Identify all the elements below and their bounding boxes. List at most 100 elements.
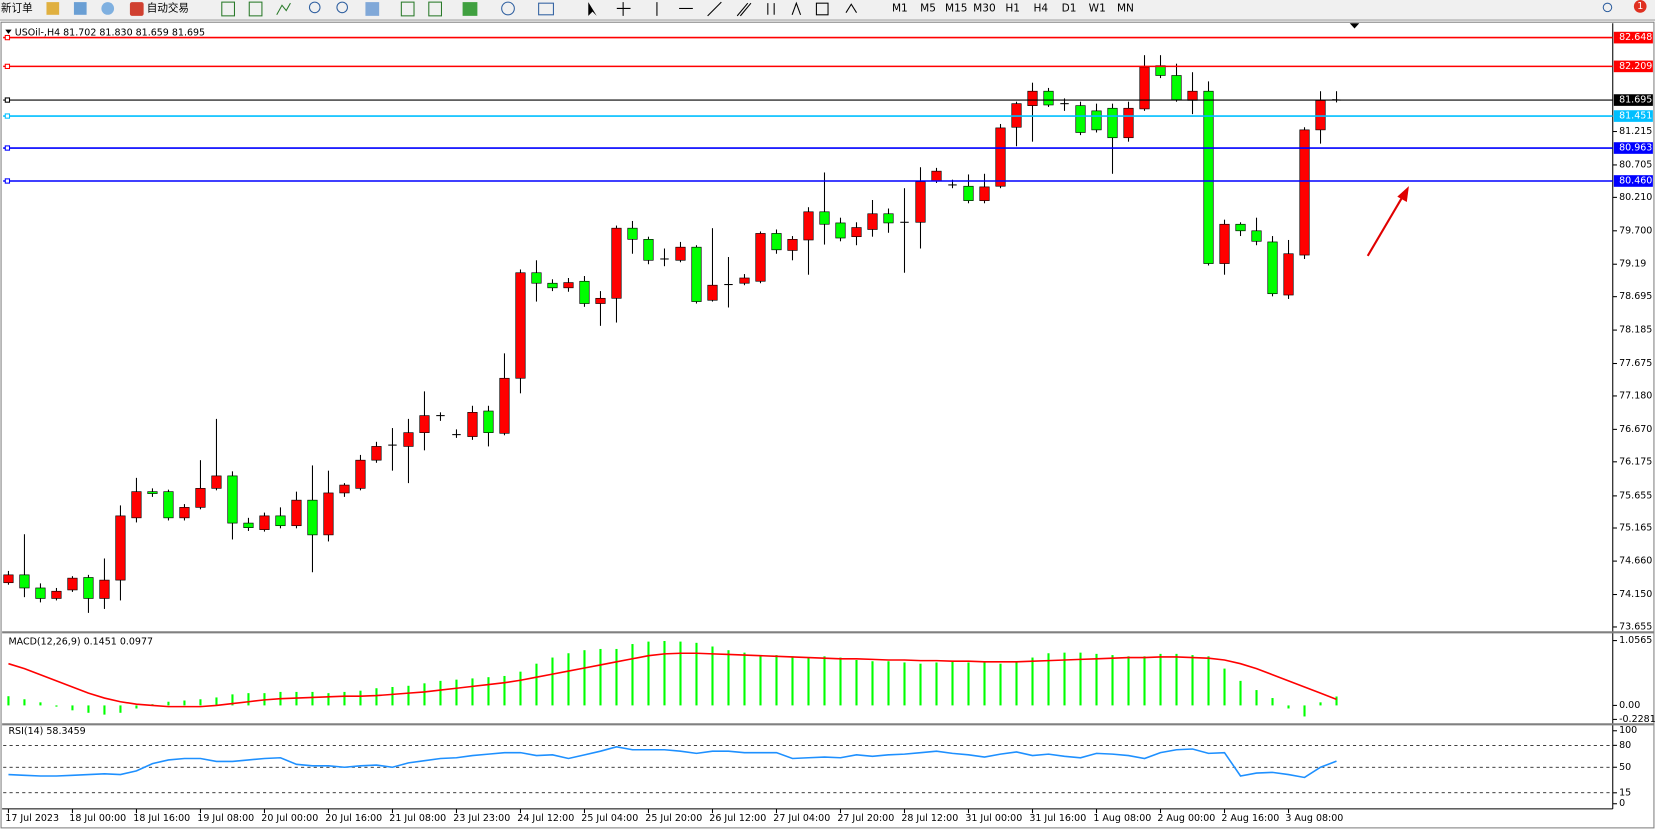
crosshair-icon[interactable] bbox=[616, 2, 631, 16]
level-handle bbox=[4, 145, 11, 151]
candle-body bbox=[851, 227, 862, 238]
bar-chart-icon[interactable] bbox=[221, 1, 235, 17]
candle-body bbox=[419, 415, 430, 433]
candle-body bbox=[67, 577, 78, 591]
x-tick-label: 3 Aug 08:00 bbox=[1285, 813, 1343, 824]
timeframe-button[interactable]: D1 bbox=[1062, 2, 1077, 14]
candle-body bbox=[1107, 107, 1118, 139]
timeframe-button[interactable]: M15 bbox=[945, 2, 968, 14]
candle-body bbox=[1219, 223, 1230, 264]
candle-body bbox=[803, 211, 814, 241]
auto-trading-button[interactable]: 自动交易 bbox=[147, 1, 189, 14]
navigator-icon[interactable] bbox=[73, 2, 87, 15]
x-tick-label: 28 Jul 12:00 bbox=[901, 813, 958, 824]
candle-body bbox=[1203, 90, 1214, 264]
candle-body bbox=[179, 507, 190, 519]
candle-body bbox=[291, 499, 302, 527]
notification-badge[interactable] bbox=[1633, 0, 1647, 13]
timeframe-button[interactable]: W1 bbox=[1089, 2, 1106, 14]
channel-icon[interactable] bbox=[736, 2, 752, 17]
candle-body bbox=[691, 246, 702, 302]
candle-body bbox=[931, 170, 942, 182]
shift-icon[interactable] bbox=[428, 1, 443, 17]
zoom-in-icon[interactable] bbox=[308, 1, 321, 14]
chart-title: USOil-,H4 81.702 81.830 81.659 81.695 bbox=[15, 27, 205, 38]
zoom-out-icon[interactable] bbox=[336, 1, 349, 14]
level-price-label: 81.695 bbox=[1619, 95, 1652, 106]
candle-body bbox=[307, 499, 318, 536]
candle-body bbox=[339, 484, 350, 494]
timeframe-button[interactable]: M30 bbox=[973, 2, 996, 14]
signals-icon[interactable] bbox=[101, 2, 115, 15]
periods-icon[interactable] bbox=[501, 1, 515, 16]
tile-icon[interactable] bbox=[365, 2, 380, 16]
candle-body bbox=[595, 297, 606, 304]
x-tick-label: 25 Jul 04:00 bbox=[581, 813, 638, 824]
candle-body bbox=[675, 246, 686, 261]
candle-body bbox=[835, 222, 846, 239]
level-price-label: 81.451 bbox=[1619, 111, 1652, 122]
candle-body bbox=[1315, 100, 1326, 131]
candle-body bbox=[131, 491, 142, 519]
level-handle bbox=[4, 97, 11, 103]
candle-body bbox=[499, 377, 510, 434]
candle-body bbox=[979, 186, 990, 201]
text-icon[interactable] bbox=[791, 1, 802, 15]
y-tick-label: 80 bbox=[1619, 740, 1631, 751]
x-tick-label: 1 Aug 08:00 bbox=[1093, 813, 1151, 824]
candle-body bbox=[707, 284, 718, 301]
candle-body bbox=[643, 239, 654, 261]
candle-body bbox=[531, 272, 542, 284]
candle-body bbox=[819, 211, 830, 225]
candle-chart-icon[interactable] bbox=[248, 1, 263, 17]
symbol-marker bbox=[5, 29, 12, 34]
level-price-box bbox=[1613, 175, 1653, 187]
candle-body bbox=[19, 574, 30, 589]
indicator-title: RSI(14) 58.3459 bbox=[8, 726, 85, 737]
candle-body bbox=[211, 475, 222, 489]
timeframe-button[interactable]: M5 bbox=[920, 2, 936, 14]
search-icon[interactable] bbox=[1602, 2, 1613, 13]
y-tick-label: 78.695 bbox=[1619, 291, 1652, 302]
cursor-icon[interactable] bbox=[588, 2, 597, 16]
x-tick-label: 19 Jul 08:00 bbox=[197, 813, 254, 824]
candle-body bbox=[787, 239, 798, 251]
timeframe-button[interactable]: H1 bbox=[1005, 2, 1020, 14]
candle-body bbox=[1027, 90, 1038, 106]
fibonacci-icon[interactable] bbox=[767, 3, 775, 15]
candle-body bbox=[515, 272, 526, 379]
x-tick-label: 26 Jul 12:00 bbox=[709, 813, 766, 824]
indicators-icon[interactable] bbox=[462, 2, 478, 16]
level-handle bbox=[4, 113, 11, 119]
arrows-icon[interactable] bbox=[845, 3, 857, 13]
label-icon[interactable] bbox=[815, 2, 829, 16]
candle-body bbox=[579, 280, 590, 304]
metaeditor-icon[interactable] bbox=[46, 2, 60, 15]
timeframe-button[interactable]: H4 bbox=[1034, 2, 1049, 14]
templates-icon[interactable] bbox=[538, 2, 554, 16]
x-tick-label: 20 Jul 00:00 bbox=[261, 813, 318, 824]
auto-trading-icon[interactable] bbox=[129, 2, 144, 16]
x-tick-label: 24 Jul 12:00 bbox=[517, 813, 574, 824]
candle-body bbox=[1267, 241, 1278, 295]
level-handle bbox=[4, 34, 11, 41]
chart-window bbox=[0, 21, 1655, 829]
x-tick-label: 31 Jul 16:00 bbox=[1029, 813, 1086, 824]
timeframe-button[interactable]: M1 bbox=[892, 2, 908, 14]
candle-body bbox=[243, 522, 254, 528]
candle-body bbox=[403, 432, 414, 447]
candle-body bbox=[883, 213, 894, 224]
level-price-box bbox=[1613, 110, 1653, 122]
line-chart-icon[interactable] bbox=[276, 2, 291, 16]
level-price-label: 80.460 bbox=[1619, 175, 1652, 186]
autoscroll-icon[interactable] bbox=[400, 1, 415, 17]
timeframe-button[interactable]: MN bbox=[1117, 2, 1134, 14]
candle-body bbox=[1235, 223, 1246, 232]
y-tick-label: 80.210 bbox=[1619, 192, 1652, 203]
x-tick-label: 2 Aug 16:00 bbox=[1221, 813, 1279, 824]
trendline-icon[interactable] bbox=[707, 1, 722, 17]
level-price-box bbox=[1613, 142, 1653, 154]
candle-body bbox=[867, 213, 878, 230]
new-order-button[interactable]: 新订单 bbox=[1, 1, 33, 14]
candle-body bbox=[547, 282, 558, 289]
